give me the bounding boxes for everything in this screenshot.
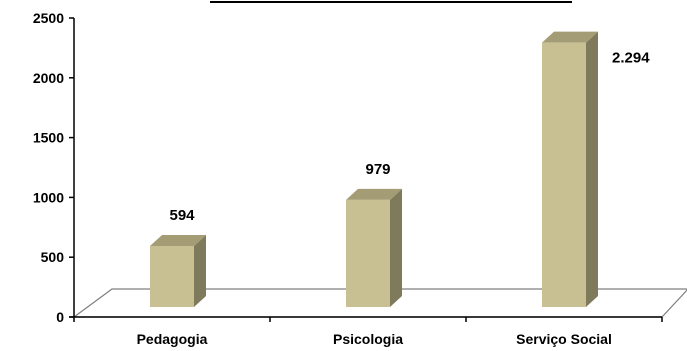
data-label: 979 <box>365 161 390 178</box>
bar-side <box>194 234 206 307</box>
bar-top <box>150 234 206 246</box>
bar-front <box>542 42 586 307</box>
y-tick-label: 2500 <box>33 10 64 26</box>
y-tick-label: 2000 <box>33 70 64 86</box>
y-tick-label: 1000 <box>33 189 64 205</box>
data-label: 2.294 <box>612 50 650 67</box>
bar <box>346 188 402 307</box>
bar <box>542 31 598 307</box>
x-tick-label: Pedagogia <box>137 331 208 347</box>
y-tick-label: 1500 <box>33 130 64 146</box>
y-tick-label: 0 <box>56 309 64 325</box>
y-tick-label: 500 <box>41 249 65 265</box>
bars <box>150 31 598 307</box>
bar-top <box>346 188 402 200</box>
bar-top <box>542 31 598 43</box>
y-axis: 0 500 1000 1500 2000 2500 <box>33 10 75 325</box>
bar-side <box>390 188 402 307</box>
bar-front <box>150 245 194 307</box>
bar <box>150 234 206 307</box>
data-label: 594 <box>169 207 195 224</box>
x-tick-label: Psicologia <box>333 331 403 347</box>
x-axis: Pedagogia Psicologia Serviço Social <box>69 316 663 347</box>
data-labels: 594 979 2.294 <box>169 50 650 224</box>
x-tick-label: Serviço Social <box>516 331 612 347</box>
bar-front <box>346 199 390 307</box>
bar-side <box>586 31 598 307</box>
